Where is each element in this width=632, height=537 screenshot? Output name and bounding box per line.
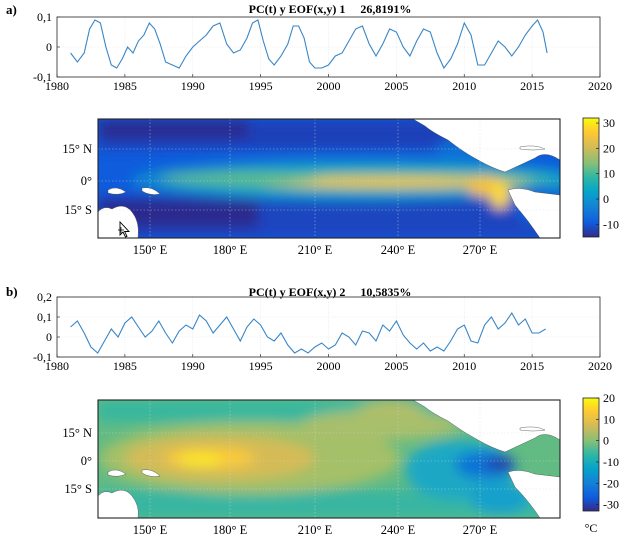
pc2-xtick-label: 2010 xyxy=(452,359,476,373)
eof1-cb-tick-label: 10 xyxy=(603,167,615,181)
eof1-colorbar-ticks: 30 20 10 0 -10 xyxy=(596,116,619,231)
eof1-lon-label: 180° E xyxy=(213,243,248,257)
pc1-ytick-label: 0 xyxy=(46,40,52,54)
eof1-lat-label: 0° xyxy=(81,174,92,188)
pc2-series-line xyxy=(70,311,546,354)
pc1-chart: PC(t) y EOF(x,y) 1 26,8191% 1980 1985 1990… xyxy=(33,2,612,93)
eof1-cb-tick-label: -10 xyxy=(603,217,619,231)
pc2-ytick-label: -0,1 xyxy=(33,350,52,364)
pc2-xtick-label: 2020 xyxy=(588,359,612,373)
eof2-lat-label: 15° N xyxy=(62,426,92,440)
eof1-colorbar xyxy=(582,117,600,238)
pc1-xtick-label: 1985 xyxy=(113,79,137,93)
pc1-xtick-label: 2010 xyxy=(452,79,476,93)
pc2-ytick-label: 0 xyxy=(46,330,52,344)
pc2-chart: PC(t) y EOF(x,y) 2 10,5835% 1980 1985 1990… xyxy=(33,285,612,373)
pc2-xtick-label: 1995 xyxy=(249,359,273,373)
pc2-xtick-label: 2015 xyxy=(520,359,544,373)
eof2-lon-label: 150° E xyxy=(133,523,168,537)
pc1-series-line xyxy=(70,19,548,70)
eof2-lon-label: 240° E xyxy=(381,523,416,537)
pc2-ytick-label: 0,2 xyxy=(37,290,52,304)
pc1-title: PC(t) y EOF(x,y) 1 26,8191% xyxy=(249,2,412,16)
pc1-xtick-label: 2000 xyxy=(317,79,341,93)
panel-b-label: b) xyxy=(6,284,18,299)
pc1-xtick-label: 1990 xyxy=(181,79,205,93)
pc1-xtick-label: 1980 xyxy=(45,79,69,93)
pc1-xtick-label: 1995 xyxy=(249,79,273,93)
eof2-map: 15° N 0° 15° S 150° E 180° E 210° E 240° E 270°… xyxy=(62,391,619,537)
eof1-grid xyxy=(98,119,560,238)
eof2-cb-tick-label: 20 xyxy=(603,391,615,405)
eof1-cb-tick-label: 0 xyxy=(603,192,609,206)
pc1-xtick-label: 2020 xyxy=(588,79,612,93)
eof1-lon-label: 240° E xyxy=(381,243,416,257)
pc2-ytick-label: 0,1 xyxy=(37,310,52,324)
pc1-ytick-label: -0,1 xyxy=(33,70,52,84)
eof2-lon-label: 180° E xyxy=(213,523,248,537)
pc2-xtick-label: 1985 xyxy=(113,359,137,373)
eof1-lat-label: 15° S xyxy=(64,203,92,217)
eof2-cb-tick-label: 0 xyxy=(603,434,609,448)
eof2-axis-labels: 15° N 0° 15° S 150° E 180° E 210° E 240° E 270°… xyxy=(62,426,497,537)
pc1-xtick-label: 2015 xyxy=(520,79,544,93)
pc2-title: PC(t) y EOF(x,y) 2 10,5835% xyxy=(249,285,412,299)
eof2-colorbar-ticks: 20 10 0 -10 -20 -30 xyxy=(596,391,619,512)
eof1-axis-labels: 15° N 0° 15° S 150° E 180° E 210° E 240° E 270°… xyxy=(62,142,497,257)
eof2-colorbar-unit: °C xyxy=(585,521,598,535)
cursor-icon xyxy=(118,220,131,238)
eof2-cb-tick-label: -20 xyxy=(603,476,619,490)
pc2-xtick-label: 1980 xyxy=(45,359,69,373)
eof1-lon-label: 270° E xyxy=(463,243,498,257)
eof1-lat-label: 15° N xyxy=(62,142,92,156)
panel-a-label: a) xyxy=(6,2,17,17)
eof2-lat-label: 15° S xyxy=(64,482,92,496)
pc2-xtick-label: 1990 xyxy=(181,359,205,373)
eof1-map: 15° N 0° 15° S 150° E 180° E 210° E 240° E 270°… xyxy=(62,116,619,257)
pc1-ticks: 1980 1985 1990 1995 2000 2005 2010 2015 2020 0,1 0… xyxy=(33,10,612,93)
pc1-ytick-label: 0,1 xyxy=(37,10,52,24)
eof1-cb-tick-label: 30 xyxy=(603,116,615,130)
eof2-cb-tick-label: -30 xyxy=(603,498,619,512)
eof1-cb-tick-label: 20 xyxy=(603,141,615,155)
eof1-lon-label: 150° E xyxy=(133,243,168,257)
pc2-ticks: 1980 1985 1990 1995 2000 2005 2010 2015 2020 0,2 0… xyxy=(33,290,612,373)
eof2-cb-tick-label: -10 xyxy=(603,455,619,469)
pc2-xtick-label: 2000 xyxy=(317,359,341,373)
eof2-cb-tick-label: 10 xyxy=(603,412,615,426)
eof2-grid xyxy=(98,400,560,518)
eof1-land xyxy=(98,119,560,238)
eof1-lon-label: 210° E xyxy=(298,243,333,257)
eof2-colorbar xyxy=(582,397,600,512)
pc2-xtick-label: 2005 xyxy=(384,359,408,373)
eof2-land xyxy=(98,400,560,518)
eof2-lon-label: 270° E xyxy=(463,523,498,537)
pc1-xtick-label: 2005 xyxy=(384,79,408,93)
eof2-lat-label: 0° xyxy=(81,454,92,468)
eof2-lon-label: 210° E xyxy=(298,523,333,537)
